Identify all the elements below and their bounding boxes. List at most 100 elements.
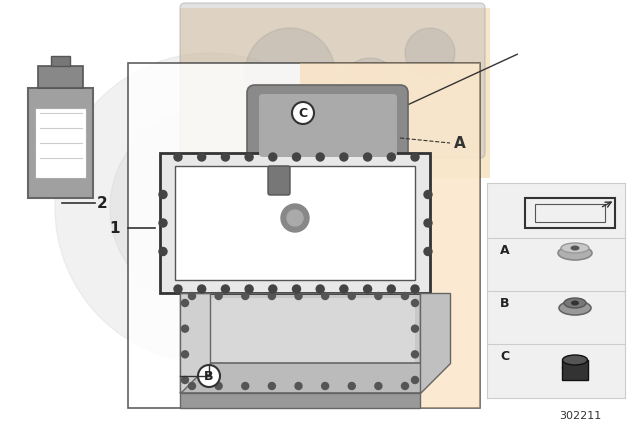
- Bar: [175, 166, 415, 280]
- Ellipse shape: [559, 301, 591, 315]
- Circle shape: [348, 293, 355, 300]
- Circle shape: [221, 285, 229, 293]
- Bar: [535, 204, 605, 222]
- Circle shape: [159, 219, 167, 227]
- Circle shape: [340, 58, 400, 118]
- Circle shape: [215, 293, 222, 300]
- Circle shape: [424, 219, 432, 227]
- Ellipse shape: [563, 362, 588, 374]
- Circle shape: [198, 285, 205, 293]
- FancyBboxPatch shape: [247, 85, 408, 186]
- Circle shape: [189, 383, 195, 389]
- Circle shape: [292, 153, 301, 161]
- Circle shape: [245, 285, 253, 293]
- Circle shape: [295, 383, 302, 389]
- Circle shape: [292, 102, 314, 124]
- Bar: [28, 88, 93, 198]
- Circle shape: [189, 293, 195, 300]
- Circle shape: [412, 325, 419, 332]
- Circle shape: [242, 293, 249, 300]
- Circle shape: [269, 153, 277, 161]
- Bar: [525, 198, 615, 228]
- Ellipse shape: [563, 355, 588, 365]
- Bar: [562, 360, 588, 380]
- Circle shape: [364, 153, 372, 161]
- Circle shape: [287, 210, 303, 226]
- FancyBboxPatch shape: [180, 3, 485, 158]
- Ellipse shape: [571, 301, 579, 306]
- Ellipse shape: [570, 246, 579, 250]
- Text: 2: 2: [97, 195, 108, 211]
- Text: C: C: [500, 349, 509, 362]
- Text: B: B: [500, 297, 509, 310]
- Polygon shape: [180, 293, 210, 393]
- Circle shape: [268, 383, 275, 389]
- Circle shape: [245, 28, 335, 118]
- Circle shape: [182, 325, 189, 332]
- Circle shape: [412, 376, 419, 383]
- Polygon shape: [420, 293, 450, 393]
- Circle shape: [411, 153, 419, 161]
- Bar: [35, 108, 86, 178]
- Circle shape: [322, 293, 328, 300]
- Circle shape: [182, 376, 189, 383]
- Circle shape: [281, 204, 309, 232]
- Circle shape: [401, 383, 408, 389]
- Text: 1: 1: [109, 220, 120, 236]
- Circle shape: [387, 285, 396, 293]
- Bar: [38, 66, 83, 88]
- Ellipse shape: [564, 298, 586, 308]
- Circle shape: [364, 285, 372, 293]
- Polygon shape: [300, 63, 480, 408]
- Circle shape: [375, 383, 382, 389]
- Text: A: A: [454, 135, 466, 151]
- Circle shape: [340, 153, 348, 161]
- Bar: [180, 393, 420, 408]
- Circle shape: [412, 351, 419, 358]
- Polygon shape: [180, 363, 450, 393]
- Circle shape: [340, 285, 348, 293]
- Circle shape: [316, 153, 324, 161]
- Bar: [51, 56, 70, 66]
- Circle shape: [424, 247, 432, 255]
- Ellipse shape: [558, 246, 592, 260]
- FancyBboxPatch shape: [268, 166, 290, 195]
- Circle shape: [268, 293, 275, 300]
- Bar: [185, 298, 415, 388]
- Bar: [487, 183, 625, 398]
- Circle shape: [198, 365, 220, 387]
- FancyBboxPatch shape: [180, 8, 490, 178]
- Circle shape: [221, 153, 229, 161]
- Text: C: C: [298, 107, 308, 120]
- Text: 302211: 302211: [559, 411, 601, 421]
- Bar: [160, 153, 430, 293]
- Circle shape: [412, 300, 419, 306]
- Circle shape: [348, 383, 355, 389]
- Circle shape: [322, 383, 328, 389]
- Circle shape: [424, 190, 432, 198]
- Circle shape: [110, 108, 310, 308]
- Circle shape: [295, 293, 302, 300]
- Circle shape: [55, 53, 365, 363]
- Circle shape: [405, 28, 455, 78]
- Circle shape: [159, 247, 167, 255]
- Ellipse shape: [561, 243, 589, 253]
- Circle shape: [316, 285, 324, 293]
- Circle shape: [411, 285, 419, 293]
- Circle shape: [245, 153, 253, 161]
- Polygon shape: [180, 293, 420, 393]
- Circle shape: [174, 153, 182, 161]
- Circle shape: [375, 293, 382, 300]
- Circle shape: [198, 153, 205, 161]
- Circle shape: [174, 285, 182, 293]
- Circle shape: [292, 285, 301, 293]
- FancyBboxPatch shape: [259, 94, 397, 157]
- Text: A: A: [500, 244, 509, 257]
- Circle shape: [387, 153, 396, 161]
- Circle shape: [242, 383, 249, 389]
- Text: B: B: [204, 370, 214, 383]
- Bar: [128, 63, 480, 408]
- Circle shape: [182, 300, 189, 306]
- Circle shape: [401, 293, 408, 300]
- Circle shape: [182, 351, 189, 358]
